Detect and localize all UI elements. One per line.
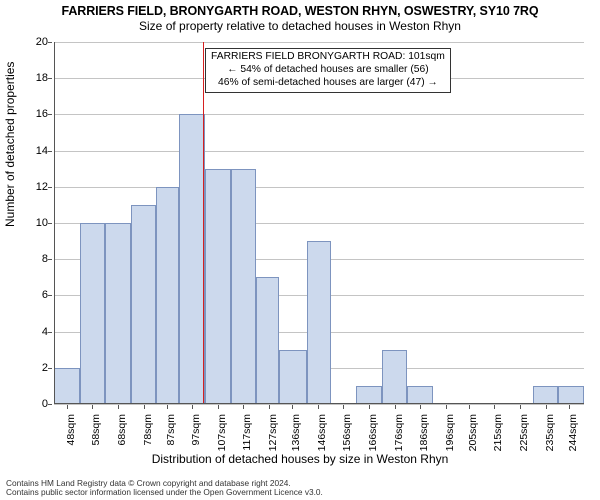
y-tick-label: 6 <box>20 289 48 301</box>
histogram-bar <box>80 223 106 404</box>
y-tick <box>48 151 52 152</box>
y-tick-label: 10 <box>20 217 48 229</box>
x-tick <box>243 405 244 409</box>
x-tick <box>369 405 370 409</box>
histogram-bar <box>558 386 584 404</box>
y-tick-label: 4 <box>20 326 48 338</box>
histogram-bar <box>179 114 205 404</box>
x-tick <box>546 405 547 409</box>
gridline <box>54 404 584 405</box>
x-tick <box>520 405 521 409</box>
x-tick <box>144 405 145 409</box>
y-tick <box>48 368 52 369</box>
y-tick-label: 14 <box>20 145 48 157</box>
y-tick-label: 20 <box>20 36 48 48</box>
histogram-bar <box>382 350 408 404</box>
gridline <box>54 114 584 115</box>
histogram-bar <box>256 277 279 404</box>
footer-line-2: Contains public sector information licen… <box>6 488 323 498</box>
gridline <box>54 187 584 188</box>
y-axis-line <box>54 42 55 404</box>
y-tick <box>48 42 52 43</box>
gridline <box>54 151 584 152</box>
y-tick <box>48 295 52 296</box>
x-tick <box>343 405 344 409</box>
x-tick <box>67 405 68 409</box>
chart-title-main: FARRIERS FIELD, BRONYGARTH ROAD, WESTON … <box>0 0 600 18</box>
y-tick <box>48 223 52 224</box>
histogram-bar <box>356 386 382 404</box>
histogram-bar <box>533 386 559 404</box>
x-tick <box>318 405 319 409</box>
x-tick <box>269 405 270 409</box>
histogram-bar <box>105 223 131 404</box>
y-tick-label: 12 <box>20 181 48 193</box>
histogram-bar <box>156 187 179 404</box>
x-tick <box>192 405 193 409</box>
annotation-line: 46% of semi-detached houses are larger (… <box>211 77 445 90</box>
y-tick <box>48 332 52 333</box>
x-tick <box>494 405 495 409</box>
x-axis-label: Distribution of detached houses by size … <box>0 452 600 466</box>
y-tick <box>48 78 52 79</box>
y-tick-label: 2 <box>20 362 48 374</box>
y-tick <box>48 114 52 115</box>
histogram-bar <box>231 169 257 404</box>
x-tick <box>292 405 293 409</box>
chart-title-sub: Size of property relative to detached ho… <box>0 18 600 33</box>
marker-line <box>203 42 204 404</box>
y-tick-label: 16 <box>20 108 48 120</box>
x-axis-line <box>54 403 584 404</box>
x-tick <box>167 405 168 409</box>
y-axis-label: Number of detached properties <box>3 62 17 227</box>
x-tick <box>118 405 119 409</box>
histogram-bar <box>279 350 307 404</box>
histogram-bar <box>205 169 231 404</box>
x-tick <box>420 405 421 409</box>
x-tick <box>569 405 570 409</box>
y-tick <box>48 187 52 188</box>
histogram-bar <box>131 205 157 404</box>
annotation-line: ← 54% of detached houses are smaller (56… <box>211 64 445 77</box>
x-tick <box>218 405 219 409</box>
x-tick <box>92 405 93 409</box>
histogram-bar <box>307 241 330 404</box>
gridline <box>54 42 584 43</box>
y-tick-label: 0 <box>20 398 48 410</box>
footer-attribution: Contains HM Land Registry data © Crown c… <box>6 479 323 498</box>
x-tick <box>446 405 447 409</box>
annotation-box: FARRIERS FIELD BRONYGARTH ROAD: 101sqm← … <box>205 48 451 93</box>
histogram-bar <box>407 386 433 404</box>
chart-plot-area: 0246810121416182048sqm58sqm68sqm78sqm87s… <box>54 42 584 404</box>
x-tick <box>395 405 396 409</box>
annotation-line: FARRIERS FIELD BRONYGARTH ROAD: 101sqm <box>211 51 445 64</box>
histogram-bar <box>54 368 80 404</box>
y-tick-label: 18 <box>20 72 48 84</box>
x-tick <box>469 405 470 409</box>
y-tick <box>48 259 52 260</box>
y-tick-label: 8 <box>20 253 48 265</box>
y-tick <box>48 404 52 405</box>
